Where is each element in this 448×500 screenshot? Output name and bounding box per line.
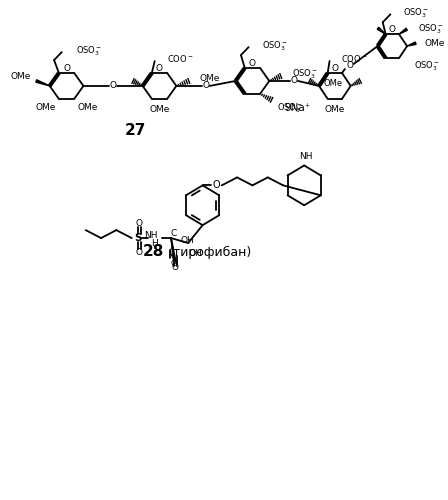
Text: O: O (156, 64, 163, 72)
Text: OMe: OMe (323, 80, 342, 88)
Text: OMe: OMe (78, 104, 98, 112)
Text: COO$^-$: COO$^-$ (341, 52, 368, 64)
Text: C: C (171, 228, 177, 237)
Text: OMe: OMe (424, 38, 445, 48)
Text: OSO$_3^-$: OSO$_3^-$ (292, 67, 319, 80)
Text: (тирофибан): (тирофибан) (169, 246, 252, 258)
Polygon shape (36, 80, 50, 86)
Text: O: O (212, 180, 220, 190)
Polygon shape (399, 28, 407, 34)
Text: OMe: OMe (10, 72, 30, 82)
Text: O: O (332, 64, 338, 72)
Text: S: S (135, 233, 142, 243)
Text: OH: OH (188, 250, 202, 258)
Text: OSO$_3^-$: OSO$_3^-$ (76, 44, 102, 58)
Text: NH: NH (144, 230, 158, 239)
Text: 28: 28 (143, 244, 164, 260)
Text: OSO$_3^-$: OSO$_3^-$ (418, 22, 444, 36)
Text: OMe: OMe (149, 106, 170, 114)
Text: NH: NH (299, 152, 313, 161)
Polygon shape (377, 27, 386, 34)
Text: O: O (136, 218, 143, 228)
Text: OSO$_3^-$: OSO$_3^-$ (403, 6, 429, 20)
Text: COO$^-$: COO$^-$ (167, 52, 194, 64)
Text: OH: OH (181, 236, 194, 244)
Text: O: O (170, 260, 177, 268)
Text: O: O (291, 76, 297, 86)
Text: OMe: OMe (199, 74, 220, 84)
Text: O: O (171, 264, 178, 272)
Text: O: O (109, 82, 116, 90)
Text: O: O (346, 60, 353, 70)
Text: OMe: OMe (325, 106, 345, 114)
Text: O: O (202, 82, 210, 90)
Text: O: O (249, 58, 256, 68)
Text: H: H (151, 238, 158, 248)
Polygon shape (407, 42, 416, 46)
Text: OMe: OMe (35, 104, 56, 112)
Text: 9Na⁺: 9Na⁺ (284, 103, 310, 113)
Text: OSO$_3^-$: OSO$_3^-$ (414, 60, 440, 73)
Text: OSO$_3^-$: OSO$_3^-$ (277, 101, 303, 114)
Text: O: O (136, 248, 143, 258)
Text: 27: 27 (125, 123, 146, 138)
Text: O: O (389, 24, 396, 34)
Text: O: O (63, 64, 70, 72)
Text: OSO$_3^-$: OSO$_3^-$ (262, 40, 288, 53)
